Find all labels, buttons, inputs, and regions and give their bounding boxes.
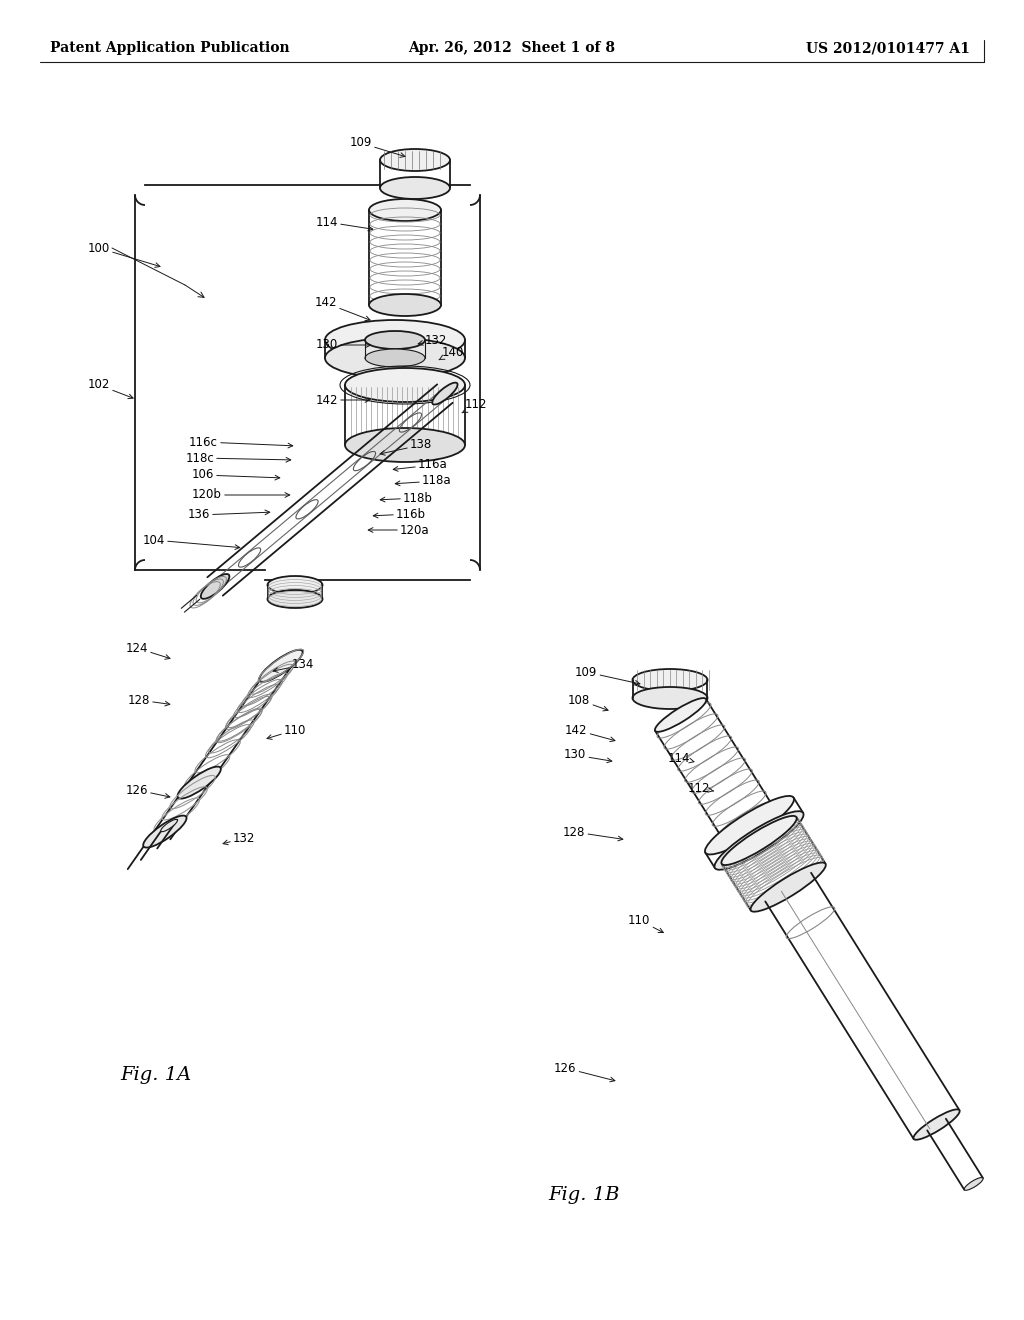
Text: 134: 134 xyxy=(273,659,314,672)
Ellipse shape xyxy=(380,149,450,172)
Text: 114: 114 xyxy=(315,215,373,231)
Text: 118c: 118c xyxy=(185,451,291,465)
Text: 126: 126 xyxy=(126,784,170,799)
Text: 114: 114 xyxy=(668,751,694,764)
Text: 132: 132 xyxy=(418,334,447,346)
Text: Fig. 1A: Fig. 1A xyxy=(120,1067,191,1084)
Text: 142: 142 xyxy=(314,297,370,321)
Text: Fig. 1B: Fig. 1B xyxy=(548,1185,620,1204)
Text: 106: 106 xyxy=(191,469,280,482)
Ellipse shape xyxy=(432,383,458,404)
Text: 124: 124 xyxy=(126,642,170,659)
Text: 102: 102 xyxy=(88,379,133,399)
Ellipse shape xyxy=(143,816,186,847)
Text: 108: 108 xyxy=(568,693,608,711)
Text: 120a: 120a xyxy=(369,524,430,536)
Text: 128: 128 xyxy=(563,825,623,841)
Ellipse shape xyxy=(633,669,708,690)
Text: 142: 142 xyxy=(565,723,615,742)
Ellipse shape xyxy=(365,348,425,367)
Text: 128: 128 xyxy=(128,693,170,706)
Text: 110: 110 xyxy=(267,723,306,739)
Ellipse shape xyxy=(380,177,450,199)
Text: 118a: 118a xyxy=(395,474,452,487)
Ellipse shape xyxy=(751,862,825,912)
Ellipse shape xyxy=(705,796,794,854)
Text: 110: 110 xyxy=(628,913,664,932)
Text: 140: 140 xyxy=(439,346,464,360)
Text: 130: 130 xyxy=(564,748,611,763)
Ellipse shape xyxy=(965,1177,983,1191)
Ellipse shape xyxy=(721,816,797,865)
Text: 116b: 116b xyxy=(373,507,426,520)
Text: 104: 104 xyxy=(142,533,240,549)
Text: 132: 132 xyxy=(223,832,255,845)
Ellipse shape xyxy=(325,338,465,378)
Text: 130: 130 xyxy=(315,338,371,351)
Text: 116c: 116c xyxy=(189,436,293,449)
Ellipse shape xyxy=(655,698,707,731)
Text: 142: 142 xyxy=(315,393,370,407)
Text: 138: 138 xyxy=(380,438,432,455)
Ellipse shape xyxy=(177,767,221,799)
Text: 126: 126 xyxy=(554,1061,614,1082)
Ellipse shape xyxy=(259,649,303,682)
Ellipse shape xyxy=(267,576,323,594)
Ellipse shape xyxy=(365,331,425,348)
Ellipse shape xyxy=(633,686,708,709)
Text: Apr. 26, 2012  Sheet 1 of 8: Apr. 26, 2012 Sheet 1 of 8 xyxy=(409,41,615,55)
Ellipse shape xyxy=(345,368,465,403)
Ellipse shape xyxy=(715,812,804,870)
Text: 120b: 120b xyxy=(193,488,290,502)
Text: 136: 136 xyxy=(187,508,269,521)
Text: 100: 100 xyxy=(88,242,160,268)
Ellipse shape xyxy=(161,820,177,832)
Ellipse shape xyxy=(325,319,465,360)
Text: US 2012/0101477 A1: US 2012/0101477 A1 xyxy=(806,41,970,55)
Text: 109: 109 xyxy=(575,665,640,685)
Ellipse shape xyxy=(913,1109,959,1139)
Text: 118b: 118b xyxy=(380,491,433,504)
Ellipse shape xyxy=(201,574,229,599)
Ellipse shape xyxy=(369,199,441,220)
Text: 112: 112 xyxy=(688,781,714,795)
Ellipse shape xyxy=(267,590,323,609)
Text: 116a: 116a xyxy=(393,458,447,471)
Text: Patent Application Publication: Patent Application Publication xyxy=(50,41,290,55)
Ellipse shape xyxy=(369,294,441,315)
Text: 112: 112 xyxy=(462,399,487,413)
Ellipse shape xyxy=(345,428,465,462)
Text: 109: 109 xyxy=(349,136,404,157)
